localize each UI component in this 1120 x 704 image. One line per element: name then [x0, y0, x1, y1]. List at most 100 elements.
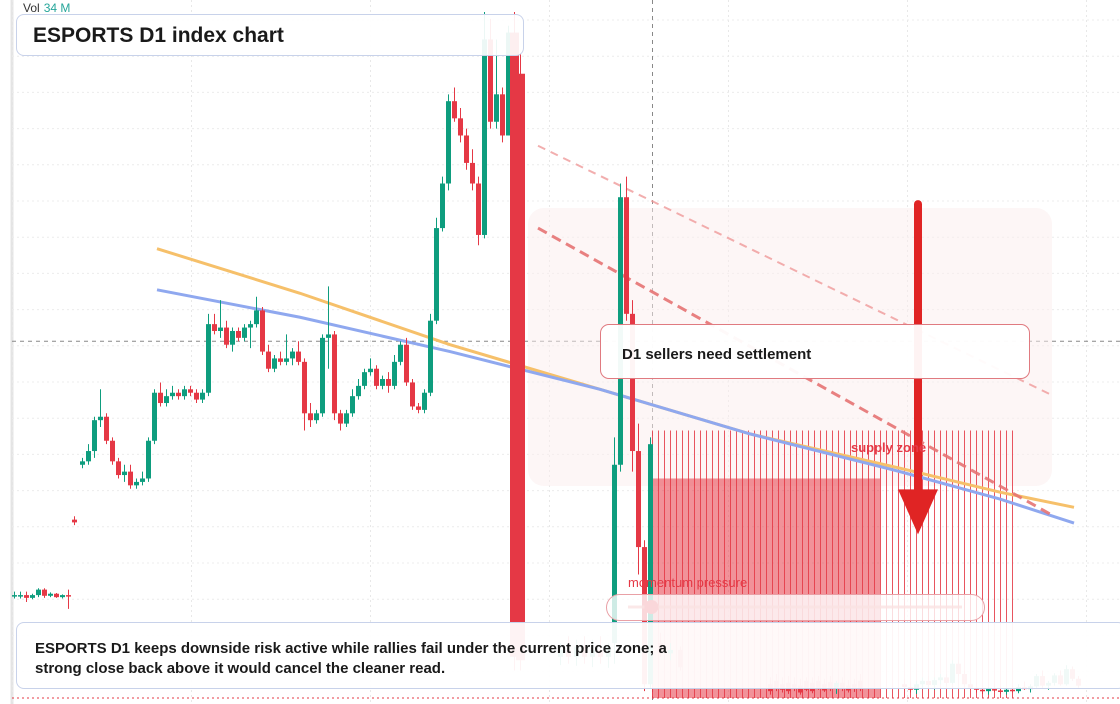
candle-body: [164, 396, 169, 404]
candle-body: [72, 519, 77, 523]
candle: [200, 389, 205, 404]
candle-body: [54, 593, 59, 598]
candle-body: [428, 320, 433, 393]
candle: [500, 87, 505, 143]
candle-body: [158, 392, 163, 404]
candle: [42, 588, 47, 598]
candle: [338, 409, 343, 431]
candle: [440, 176, 445, 232]
candle-body: [636, 451, 641, 548]
candle: [212, 313, 217, 335]
candle: [48, 592, 53, 598]
candle-body: [278, 358, 283, 362]
candle-body: [630, 313, 635, 452]
candle: [24, 591, 29, 602]
candle-body: [510, 32, 519, 657]
candle: [254, 296, 259, 328]
candle-body: [104, 416, 109, 441]
candle-body: [116, 461, 121, 476]
candle-body: [362, 372, 367, 386]
candle: [54, 593, 59, 598]
candle-body: [392, 361, 397, 386]
candle: [116, 457, 121, 479]
candle: [636, 423, 641, 575]
candle: [392, 355, 397, 390]
candle: [66, 589, 71, 609]
candle-body: [482, 39, 487, 235]
candle: [368, 358, 373, 376]
volume-label: Vol: [23, 1, 40, 15]
candle-body: [284, 358, 289, 362]
candle-body: [152, 392, 157, 441]
candle: [320, 334, 325, 417]
candle: [272, 355, 277, 373]
candle-body: [218, 327, 223, 331]
candle: [98, 389, 103, 428]
candle-body: [12, 595, 17, 597]
candle-body: [48, 593, 53, 596]
candle-body: [128, 471, 133, 486]
candle-body: [986, 689, 991, 692]
volume-indicator: Vol 34 M: [23, 1, 70, 15]
candle-body: [356, 385, 361, 397]
candle-body: [516, 73, 525, 661]
candle-body: [624, 197, 629, 314]
candle-body: [320, 337, 325, 414]
analysis-note-text: ESPORTS D1 keeps downside risk active wh…: [35, 640, 667, 677]
candle: [624, 176, 629, 321]
candle-body: [440, 183, 445, 229]
candle: [374, 365, 379, 390]
candle-body: [314, 413, 319, 421]
candle-body: [302, 361, 307, 414]
candle-body: [488, 39, 493, 122]
candle: [122, 464, 127, 482]
candle-body: [146, 440, 151, 479]
candle: [266, 344, 271, 373]
candle-body: [80, 461, 85, 465]
candle: [158, 382, 163, 407]
candle-body: [290, 351, 295, 359]
candle: [404, 337, 409, 386]
candle: [410, 379, 415, 410]
candle-body: [386, 379, 391, 386]
candle: [314, 409, 319, 424]
candle-body: [416, 406, 421, 410]
candle: [194, 389, 199, 404]
candle-body: [980, 689, 985, 692]
candle: [278, 351, 283, 366]
candle: [146, 437, 151, 482]
candle-body: [194, 392, 199, 400]
candle-body: [140, 478, 145, 482]
candle-body: [422, 392, 427, 410]
candle: [80, 457, 85, 469]
candle-body: [410, 382, 415, 407]
candle-body: [470, 162, 475, 184]
candle: [308, 403, 313, 428]
candle: [326, 286, 331, 369]
candle: [434, 217, 439, 325]
candle-body: [380, 379, 385, 386]
candle: [476, 176, 481, 246]
candle: [248, 320, 253, 349]
candle: [260, 306, 265, 355]
candle-body: [476, 183, 481, 235]
candle: [188, 385, 193, 397]
candle-body: [992, 689, 997, 691]
candle-body: [36, 589, 41, 596]
candle-body: [266, 351, 271, 369]
candle: [92, 416, 97, 458]
candle-body: [458, 118, 463, 136]
candle: [134, 478, 139, 489]
momentum-slider[interactable]: [606, 594, 985, 621]
candle-body: [368, 368, 373, 373]
candle: [36, 588, 41, 598]
candle: [296, 341, 301, 366]
candle: [110, 437, 115, 465]
candle: [428, 313, 433, 397]
candle-body: [42, 589, 47, 596]
candle: [362, 368, 367, 390]
candle: [302, 358, 307, 431]
candle: [60, 594, 65, 599]
candle: [416, 403, 421, 414]
candle-body: [206, 324, 211, 393]
